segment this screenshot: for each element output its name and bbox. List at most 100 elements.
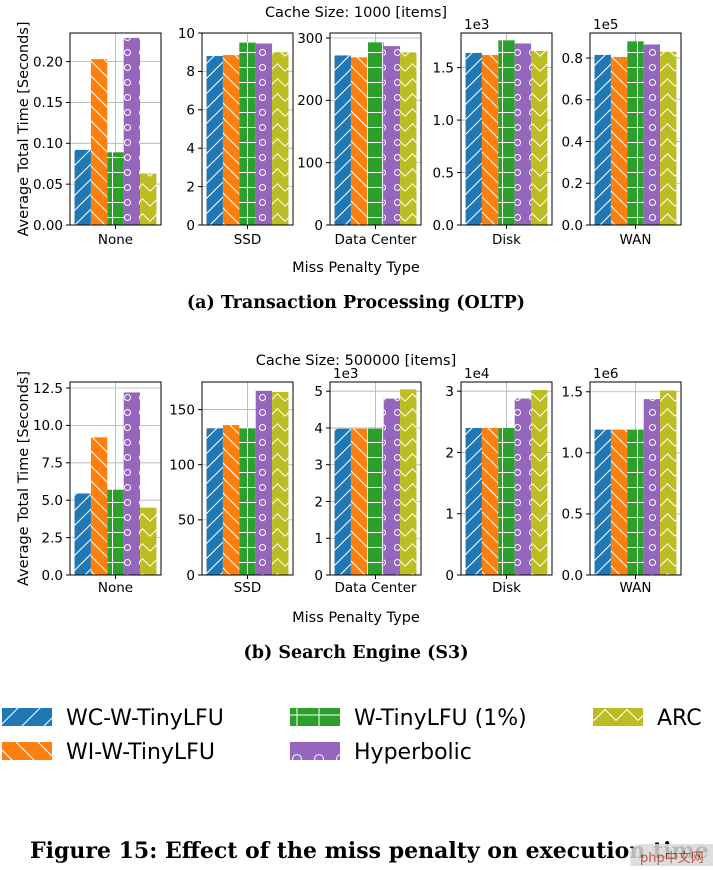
legend-label: WC-W-TinyLFU (66, 706, 224, 731)
y-tick-label: 10.0 (33, 418, 63, 434)
bar-hyperbolic (643, 44, 661, 226)
y-tick-label: 1.0 (433, 113, 454, 129)
legend-label: Hyperbolic (354, 740, 472, 765)
x-tick-label: WAN (620, 580, 652, 596)
figure-caption: Figure 15: Effect of the miss penalty on… (30, 838, 709, 864)
bar-wi-w-tinylfu (90, 59, 108, 225)
panel-wan: 0.0 0.5 1.0 1.5 WAN 1e6 (562, 366, 682, 596)
y-tick-label: 0.0 (42, 568, 63, 584)
y-tick-label: 1.5 (433, 60, 454, 76)
x-axis-label: Miss Penalty Type (292, 610, 420, 626)
axis-multiplier: 1e3 (464, 17, 489, 33)
y-tick-label: 4 (186, 141, 195, 157)
y-tick-label: 100 (169, 458, 195, 474)
subfigure-caption: (b) Search Engine (S3) (244, 643, 469, 663)
y-tick-label: 10 (178, 26, 195, 42)
y-tick-label: 0.0 (562, 568, 583, 584)
y-tick-label: 8 (186, 64, 195, 80)
bar-w-tinylfu-1 (367, 42, 384, 226)
y-tick-label: 3 (314, 458, 323, 474)
watermark-text: php中文网 (640, 851, 704, 866)
panel-ssd: 0 2 4 6 8 10 SSD (178, 26, 294, 248)
y-tick-label: 0 (314, 218, 323, 234)
y-tick-label: 7.5 (42, 456, 63, 472)
y-tick-label: 0.10 (33, 136, 63, 152)
y-tick-label: 0.20 (33, 54, 63, 70)
bar-wi-w-tinylfu (222, 55, 240, 225)
bar-hyperbolic (643, 399, 661, 575)
y-tick-label: 0.8 (562, 51, 583, 67)
panel-ssd: 0 50 100 150 SSD (169, 381, 294, 596)
y-tick-label: 0.05 (33, 177, 63, 193)
legend-item-arc: ARC (593, 706, 702, 731)
bar-wi-w-tinylfu (90, 437, 108, 575)
y-tick-label: 2 (186, 179, 195, 195)
y-tick-label: 1.0 (562, 446, 583, 462)
legend-swatch (290, 708, 340, 726)
y-tick-label: 0.5 (433, 165, 454, 181)
bar-w-tinylfu-1 (627, 429, 644, 575)
y-tick-label: 0 (186, 218, 195, 234)
bar-wc-w-tinylfu (594, 429, 611, 575)
panel-none: 0.0 2.5 5.0 7.5 10.0 12.5 None (33, 381, 162, 596)
legend-label: WI-W-TinyLFU (66, 740, 215, 765)
legend-item-w-tinylfu-1: W-TinyLFU (1%) (290, 706, 527, 731)
y-tick-label: 5 (314, 384, 323, 400)
x-tick-label: None (98, 232, 133, 248)
legend-item-wi-w-tinylfu: WI-W-TinyLFU (2, 740, 215, 765)
bar-wc-w-tinylfu (74, 493, 91, 575)
chart-suptitle: Cache Size: 500000 [items] (256, 353, 457, 369)
axis-multiplier: 1e5 (593, 17, 618, 33)
y-tick-label: 1 (314, 531, 323, 547)
bar-arc (400, 52, 417, 225)
y-tick-label: 6 (186, 103, 195, 119)
bar-hyperbolic (255, 390, 273, 575)
panel-data-center: 0 1 2 3 4 5 Data Center 1e3 (314, 366, 422, 596)
bar-hyperbolic (383, 46, 401, 225)
chart-oltp: Cache Size: 1000 [items] Average Total Ti… (16, 5, 682, 313)
y-tick-label: 4 (314, 421, 323, 437)
bar-wi-w-tinylfu (350, 428, 368, 575)
panel-disk: 0.0 0.5 1.0 1.5 Disk 1e3 (433, 17, 553, 248)
x-axis-label: Miss Penalty Type (292, 260, 420, 276)
legend-label: W-TinyLFU (1%) (354, 706, 527, 731)
y-tick-label: 1.5 (562, 385, 583, 401)
bar-wc-w-tinylfu (334, 428, 351, 575)
bar-arc (140, 173, 157, 225)
bar-wc-w-tinylfu (465, 52, 482, 226)
y-tick-label: 12.5 (33, 381, 63, 397)
y-tick-label: 50 (178, 513, 195, 529)
y-tick-label: 2 (445, 445, 454, 461)
x-tick-label: Data Center (335, 232, 417, 248)
y-tick-label: 2.5 (42, 530, 63, 546)
legend-swatch (2, 742, 52, 760)
bar-w-tinylfu-1 (239, 42, 256, 225)
bar-wc-w-tinylfu (465, 427, 482, 575)
bar-arc (531, 389, 548, 575)
y-axis-label: Average Total Time [Seconds] (16, 22, 32, 237)
legend-swatch (593, 708, 643, 726)
bar-w-tinylfu-1 (239, 428, 256, 575)
legend: WC-W-TinyLFU WI-W-TinyLFU W-TinyLFU (1%) Hy… (2, 706, 702, 765)
bar-w-tinylfu-1 (498, 427, 515, 575)
y-tick-label: 0.0 (562, 218, 583, 234)
bar-hyperbolic (123, 37, 141, 225)
bar-arc (272, 391, 289, 575)
y-tick-label: 0.5 (562, 507, 583, 523)
y-tick-label: 1 (445, 507, 454, 523)
y-tick-label: 2 (314, 494, 323, 510)
bar-hyperbolic (383, 398, 401, 575)
x-tick-label: WAN (620, 232, 652, 248)
y-tick-label: 0 (314, 568, 323, 584)
x-tick-label: Disk (492, 232, 521, 248)
bar-wc-w-tinylfu (206, 56, 223, 225)
y-tick-label: 300 (297, 31, 323, 47)
bar-wc-w-tinylfu (206, 428, 223, 575)
bar-w-tinylfu-1 (627, 41, 644, 225)
x-tick-label: Disk (492, 580, 521, 596)
y-tick-label: 3 (445, 384, 454, 400)
bar-hyperbolic (514, 398, 532, 575)
panel-wan: 0.0 0.2 0.4 0.6 0.8 WAN 1e5 (562, 17, 682, 248)
y-tick-label: 5.0 (42, 493, 63, 509)
